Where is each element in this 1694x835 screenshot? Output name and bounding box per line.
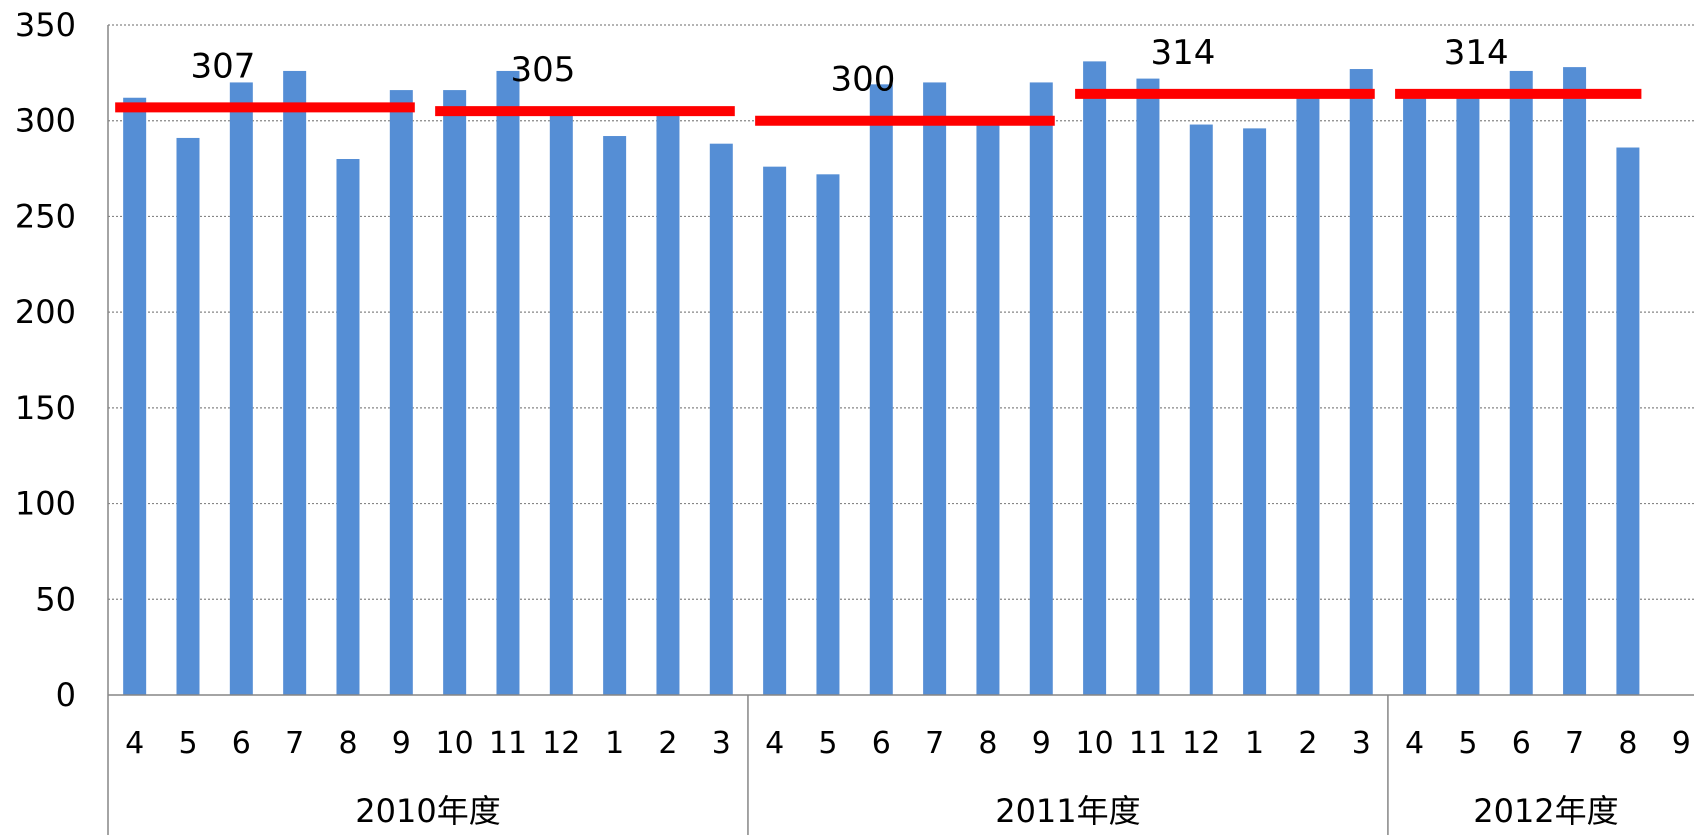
bar [1456, 97, 1480, 695]
bar [976, 118, 1000, 696]
x-tick-label: 7 [925, 726, 944, 761]
x-tick-label: 10 [1076, 726, 1114, 761]
y-tick-label: 150 [15, 389, 76, 427]
bar [336, 159, 360, 695]
x-tick-label: 11 [1129, 726, 1167, 761]
bar [549, 111, 573, 695]
x-tick-label: 3 [1352, 726, 1371, 761]
bar [1243, 128, 1267, 695]
x-tick-label: 8 [1618, 726, 1637, 761]
x-tick-label: 12 [1182, 726, 1220, 761]
x-tick-label: 8 [978, 726, 997, 761]
bar [496, 70, 520, 695]
bar [1029, 82, 1053, 695]
y-tick-label: 250 [15, 197, 76, 235]
bars [123, 61, 1640, 696]
x-tick-label: 10 [436, 726, 474, 761]
x-axis-month-labels: 4 5 6 7 8 9 10 11 12 1 2 3 4 5 6 7 8 9 10 11 12 1 2 3 4 5 6 7 8 9 [125, 726, 1691, 761]
x-tick-label: 4 [1405, 726, 1424, 761]
y-tick-label: 100 [15, 485, 76, 523]
x-tick-label: 5 [818, 726, 837, 761]
x-tick-label: 12 [542, 726, 580, 761]
y-tick-label: 50 [35, 580, 76, 618]
y-tick-label: 0 [56, 676, 76, 714]
x-tick-label: 5 [178, 726, 197, 761]
x-tick-label: 3 [712, 726, 731, 761]
x-group-label: 2012年度 [1473, 792, 1618, 830]
bar [283, 70, 307, 695]
x-group-label: 2011年度 [995, 792, 1140, 830]
bar [1136, 78, 1160, 696]
bar [1563, 67, 1587, 696]
x-tick-label: 9 [392, 726, 411, 761]
average-label: 314 [1444, 33, 1509, 73]
y-axis-tick-labels: 0 50 100 150 200 250 300 350 [15, 6, 76, 714]
x-tick-label: 11 [489, 726, 527, 761]
x-tick-label: 1 [605, 726, 624, 761]
bar [1616, 147, 1640, 695]
bar [763, 166, 787, 695]
average-label: 307 [191, 46, 256, 86]
bar [869, 84, 893, 696]
bar [1189, 124, 1213, 696]
x-tick-label: 6 [1512, 726, 1531, 761]
bar [709, 143, 733, 695]
bar [816, 174, 840, 696]
bar [1403, 92, 1427, 695]
bar [123, 97, 147, 695]
x-tick-label: 6 [872, 726, 891, 761]
x-tick-label: 6 [232, 726, 251, 761]
x-tick-label: 7 [285, 726, 304, 761]
bar [656, 114, 680, 695]
x-group-label: 2010年度 [355, 792, 500, 830]
bar [229, 82, 253, 695]
average-label: 305 [511, 50, 576, 90]
x-tick-label: 2 [658, 726, 677, 761]
bar [443, 90, 467, 696]
x-tick-label: 9 [1032, 726, 1051, 761]
x-tick-label: 8 [338, 726, 357, 761]
x-tick-label: 5 [1458, 726, 1477, 761]
bar [923, 82, 947, 695]
bar [1509, 70, 1533, 695]
x-tick-label: 2 [1298, 726, 1317, 761]
y-tick-label: 200 [15, 293, 76, 331]
x-axis-year-groups: 2010年度 2011年度 2012年度 [355, 792, 1618, 830]
y-tick-label: 350 [15, 6, 76, 44]
average-label: 300 [830, 60, 895, 100]
x-tick-label: 9 [1672, 726, 1691, 761]
average-lines: 307 305 300 314 314 [115, 33, 1642, 126]
y-tick-label: 300 [15, 102, 76, 140]
x-tick-label: 7 [1565, 726, 1584, 761]
bar [603, 136, 627, 695]
bar [1083, 61, 1107, 695]
bar [1296, 95, 1320, 696]
average-label: 314 [1150, 33, 1215, 73]
axes [107, 25, 1694, 835]
x-tick-label: 4 [125, 726, 144, 761]
bar [389, 90, 413, 696]
x-tick-label: 1 [1245, 726, 1264, 761]
x-tick-label: 4 [765, 726, 784, 761]
bar [176, 137, 200, 695]
bar [1349, 69, 1373, 696]
